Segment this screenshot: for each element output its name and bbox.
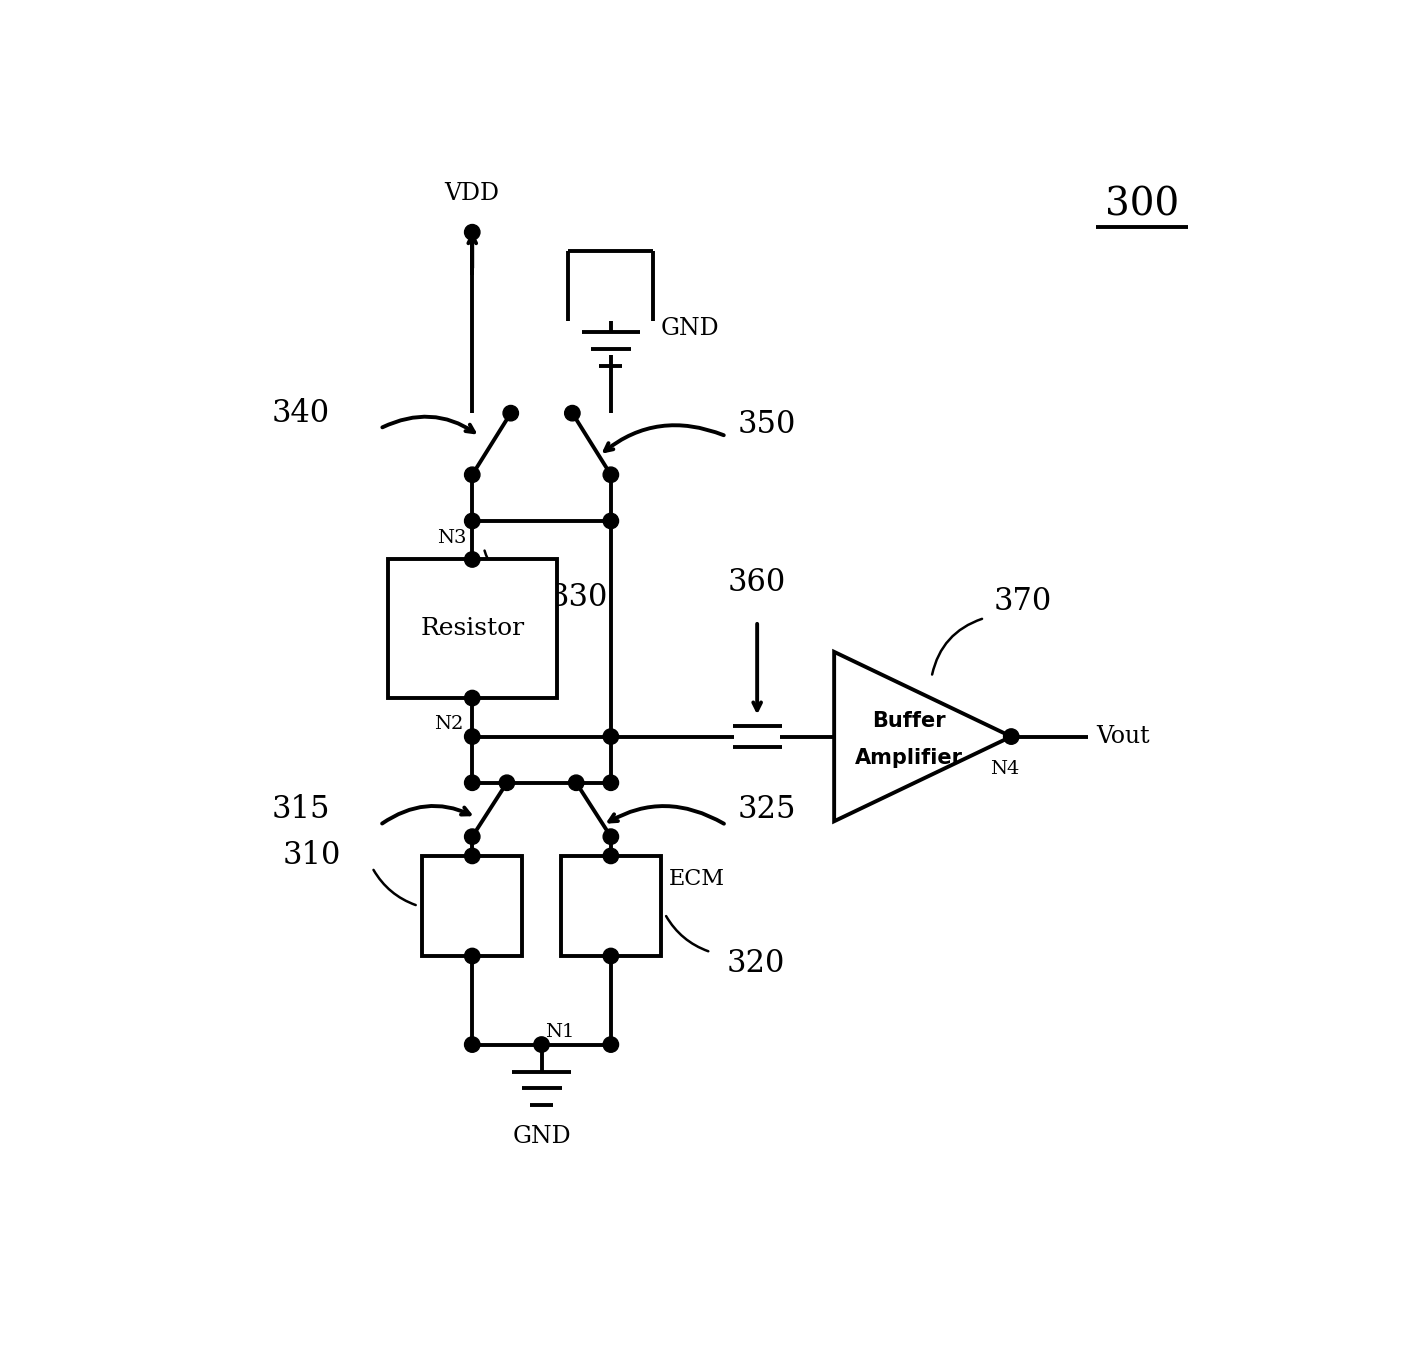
Circle shape [565, 405, 581, 421]
Circle shape [465, 466, 480, 483]
Circle shape [465, 552, 480, 567]
Circle shape [465, 848, 480, 863]
Bar [387, 559, 557, 698]
Circle shape [603, 1037, 619, 1052]
Text: Buffer: Buffer [872, 711, 945, 731]
Bar [561, 857, 661, 956]
Circle shape [465, 829, 480, 844]
Text: 360: 360 [728, 567, 786, 597]
Text: 330: 330 [550, 582, 607, 614]
Circle shape [1003, 728, 1019, 745]
Circle shape [465, 513, 480, 529]
Circle shape [499, 775, 514, 791]
Circle shape [568, 775, 583, 791]
Text: VDD: VDD [445, 183, 500, 205]
Circle shape [603, 775, 619, 791]
Text: N3: N3 [437, 529, 466, 547]
Text: N2: N2 [434, 715, 464, 732]
Circle shape [603, 948, 619, 964]
Circle shape [465, 775, 480, 791]
Circle shape [465, 728, 480, 745]
Text: GND: GND [513, 1125, 571, 1148]
Text: N4: N4 [991, 760, 1020, 777]
Text: 310: 310 [283, 840, 341, 872]
Text: Vout: Vout [1096, 726, 1150, 747]
Text: GND: GND [661, 316, 720, 340]
Text: 340: 340 [272, 398, 330, 428]
Circle shape [465, 1037, 480, 1052]
Circle shape [503, 405, 519, 421]
Circle shape [603, 466, 619, 483]
Text: 350: 350 [738, 409, 796, 441]
Text: Amplifier: Amplifier [854, 747, 962, 768]
Text: N1: N1 [545, 1023, 575, 1041]
Circle shape [534, 1037, 550, 1052]
Text: 300: 300 [1105, 187, 1179, 224]
Text: 370: 370 [993, 585, 1051, 617]
Bar [423, 857, 523, 956]
Circle shape [465, 948, 480, 964]
Text: ECM: ECM [669, 868, 724, 891]
Text: 320: 320 [727, 948, 785, 979]
Circle shape [465, 690, 480, 705]
Circle shape [603, 728, 619, 745]
Text: Resistor: Resistor [420, 618, 524, 640]
Circle shape [603, 513, 619, 529]
Text: 325: 325 [738, 794, 796, 825]
Circle shape [603, 829, 619, 844]
Circle shape [465, 225, 480, 240]
Text: 315: 315 [272, 794, 330, 825]
Circle shape [603, 848, 619, 863]
